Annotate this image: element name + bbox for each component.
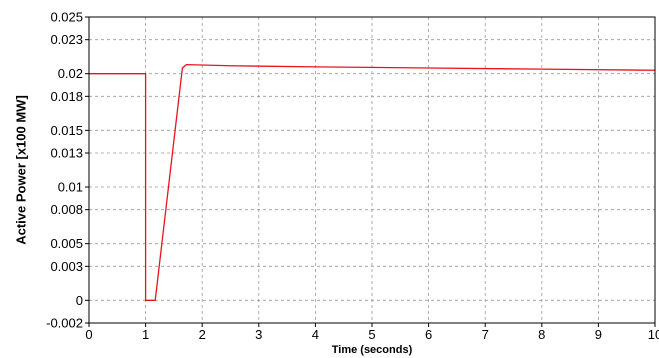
x-tick-labels: 0 1 2 3 4 5 6 7 8 9 10 — [85, 327, 659, 342]
y-tick-label: 0.003 — [50, 259, 83, 274]
x-tick-label: 3 — [255, 327, 262, 342]
x-tick-label: 10 — [648, 327, 659, 342]
x-axis-title: Time (seconds) — [332, 344, 413, 356]
y-tick-label: 0 — [76, 293, 83, 308]
y-axis-title: Active Power [x100 MW] — [13, 95, 28, 245]
y-tick-label: 0.015 — [50, 123, 83, 138]
y-tick-label: 0.02 — [58, 66, 83, 81]
y-tick-label: 0.023 — [50, 32, 83, 47]
tick-marks — [85, 16, 656, 327]
x-tick-label: 5 — [368, 327, 375, 342]
y-tick-label: 0.01 — [58, 180, 83, 195]
x-tick-label: 7 — [482, 327, 489, 342]
grid-lines — [89, 17, 655, 323]
x-tick-label: 1 — [142, 327, 149, 342]
y-tick-label: 0.025 — [50, 10, 83, 25]
y-tick-label: -0.002 — [46, 316, 83, 331]
y-tick-label: 0.013 — [50, 146, 83, 161]
x-tick-label: 6 — [425, 327, 432, 342]
series-line-0 — [89, 63, 656, 301]
y-tick-labels: -0.002 0 0.003 0.005 0.008 0.01 0.013 0.015 0.01… — [46, 10, 83, 331]
y-tick-label: 0.005 — [50, 236, 83, 251]
x-tick-label: 4 — [312, 327, 319, 342]
series-layer — [89, 63, 656, 301]
x-tick-label: 9 — [595, 327, 602, 342]
x-tick-label: 0 — [85, 327, 92, 342]
x-tick-label: 2 — [199, 327, 206, 342]
y-tick-label: 0.008 — [50, 202, 83, 217]
y-tick-label: 0.018 — [50, 89, 83, 104]
x-tick-label: 8 — [538, 327, 545, 342]
